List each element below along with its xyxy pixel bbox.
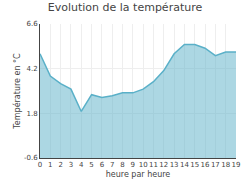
svg-text:0: 0 xyxy=(38,161,42,169)
svg-text:5: 5 xyxy=(89,161,93,169)
svg-text:8: 8 xyxy=(120,161,124,169)
svg-text:9: 9 xyxy=(131,161,135,169)
svg-text:-0.6: -0.6 xyxy=(24,154,38,162)
svg-text:17: 17 xyxy=(211,161,220,169)
svg-text:Evolution de la température: Evolution de la température xyxy=(48,1,203,14)
svg-text:11: 11 xyxy=(149,161,158,169)
svg-text:Température en °C: Température en °C xyxy=(12,53,22,130)
svg-text:3: 3 xyxy=(69,161,73,169)
svg-text:7: 7 xyxy=(110,161,114,169)
svg-text:1.8: 1.8 xyxy=(26,110,37,118)
svg-text:2: 2 xyxy=(58,161,62,169)
svg-text:15: 15 xyxy=(190,161,199,169)
svg-text:heure par heure: heure par heure xyxy=(106,170,171,179)
svg-text:1: 1 xyxy=(48,161,52,169)
svg-text:19: 19 xyxy=(232,161,241,169)
svg-text:14: 14 xyxy=(180,161,189,169)
svg-text:4.2: 4.2 xyxy=(26,65,37,73)
svg-text:10: 10 xyxy=(139,161,148,169)
svg-text:12: 12 xyxy=(159,161,168,169)
svg-text:6: 6 xyxy=(100,161,105,169)
svg-text:6.6: 6.6 xyxy=(26,20,38,28)
svg-text:4: 4 xyxy=(79,161,84,169)
svg-text:18: 18 xyxy=(221,161,230,169)
svg-text:13: 13 xyxy=(170,161,179,169)
svg-text:16: 16 xyxy=(201,161,210,169)
